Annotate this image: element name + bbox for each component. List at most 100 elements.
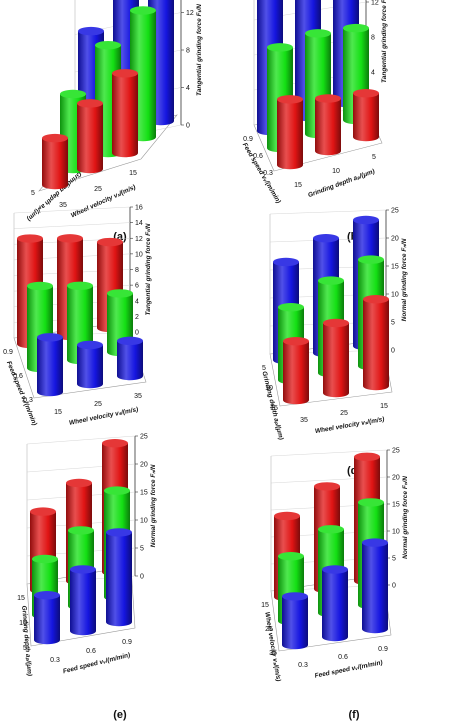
col-axis-title: Feed speed vᵥ/(m/min) [314, 659, 383, 679]
bar-cylinder [282, 592, 308, 650]
bar-cylinder [362, 538, 388, 634]
z-tick-label: 0 [140, 574, 144, 581]
col-tick-label: 15 [380, 403, 388, 410]
bar-body [353, 93, 379, 142]
col-tick-label: 15 [54, 409, 62, 416]
z-gridline [26, 435, 136, 445]
bar-top [322, 565, 348, 574]
bar-top [358, 498, 384, 507]
z-tick-label: 12 [186, 10, 194, 17]
bar-body [277, 99, 303, 170]
z-tick-label: 20 [392, 475, 400, 482]
col-tick-label: 35 [134, 393, 142, 400]
bar-body [77, 103, 103, 174]
bar-top [77, 99, 103, 108]
bar-top [117, 336, 143, 346]
z-tick-label: 5 [140, 546, 144, 553]
bar-top [363, 295, 389, 304]
bar-cylinder [117, 336, 143, 381]
chart-panel-2: 0481216Tangential grinding force Fₜ/N0.9… [241, 0, 388, 243]
chart-panel-4: 0 5 10 15 20 25 Normal grinding force Fₙ/N 5 10 1… [260, 208, 408, 478]
bar-top [282, 592, 308, 601]
bar-top [77, 340, 103, 350]
bar-top [318, 525, 344, 534]
z-tick-label: 25 [140, 434, 148, 441]
bar-top [353, 215, 379, 225]
bar-top [17, 234, 43, 243]
col-tick-label: 10 [332, 168, 340, 175]
z-axis-title: Tangential grinding force Fₜ/N [196, 4, 203, 96]
bar-top [67, 281, 93, 290]
row-tick-label: 15 [270, 405, 278, 412]
bar-top [343, 23, 369, 33]
bar-top [57, 234, 83, 243]
bar-body [42, 138, 68, 190]
bar-top [305, 29, 331, 38]
row-tick-label: 5 [31, 190, 35, 197]
bar-cylinder [323, 318, 349, 398]
z-tick-label: 15 [391, 264, 399, 271]
z-tick-label: 10 [140, 518, 148, 525]
col-tick-label: 35 [59, 202, 67, 209]
col-tick-label: 5 [372, 154, 376, 161]
row-tick-label: 5 [23, 645, 27, 652]
bar-body [70, 569, 96, 636]
bar-top [112, 69, 138, 78]
row-tick-label: 15 [261, 602, 269, 609]
bar-top [273, 257, 299, 267]
col-tick-label: 0.9 [378, 646, 388, 653]
row-tick-label: 0.6 [253, 153, 263, 160]
bar-top [66, 478, 92, 488]
z-tick-label: 4 [135, 298, 139, 305]
z-tick-label: 20 [140, 462, 148, 469]
z-tick-label: 20 [391, 236, 399, 243]
bar-top [278, 303, 304, 312]
bar-cylinder [77, 340, 103, 389]
bar-top [274, 511, 300, 521]
z-tick-label: 10 [392, 529, 400, 536]
bar-body [363, 299, 389, 391]
z-tick-label: 0 [391, 348, 395, 355]
bar-body [323, 323, 349, 398]
col-tick-label: 0.6 [86, 648, 96, 655]
bar-top [362, 538, 388, 547]
col-axis-title: Wheel velocity vₛ/(m/s) [69, 406, 139, 427]
bar-top [102, 439, 128, 448]
bar-cylinder [70, 565, 96, 636]
bar-body [322, 569, 348, 642]
z-gridline [270, 449, 388, 457]
bar-cylinder [283, 337, 309, 405]
bar-cylinder [34, 591, 60, 645]
z-tick-label: 12 [371, 0, 379, 7]
bar-top [42, 133, 68, 143]
col-tick-label: 35 [300, 417, 308, 424]
z-tick-label: 0 [135, 330, 139, 337]
bar-cylinder [353, 89, 379, 142]
z-tick-label: 5 [392, 556, 396, 563]
bar-top [27, 281, 53, 291]
bar-top [313, 234, 339, 243]
bar-top [78, 26, 104, 36]
bar-top [95, 40, 121, 50]
row-tick-label: 0.6 [13, 373, 23, 380]
bar-cylinder [37, 333, 63, 397]
z-tick-label: 0 [392, 583, 396, 590]
col-tick-label: 25 [340, 410, 348, 417]
col-tick-label: 0.3 [50, 657, 60, 664]
z-tick-label: 16 [135, 205, 143, 212]
col-tick-label: 25 [94, 401, 102, 408]
z-tick-label: 14 [135, 220, 143, 227]
col-axis-title: Feed speed vᵥ/(m/min) [62, 652, 131, 676]
bar-top [32, 554, 58, 564]
z-axis-title: Tangential grinding force Fₜ/N [145, 223, 152, 315]
bar-top [354, 452, 380, 461]
z-gridline [13, 206, 131, 214]
row-tick-label: 0.9 [3, 349, 13, 356]
bar-top [106, 528, 132, 537]
col-tick-label: 15 [294, 182, 302, 189]
bar-body [282, 596, 308, 650]
z-tick-label: 8 [371, 35, 375, 42]
z-gridline [269, 209, 387, 215]
